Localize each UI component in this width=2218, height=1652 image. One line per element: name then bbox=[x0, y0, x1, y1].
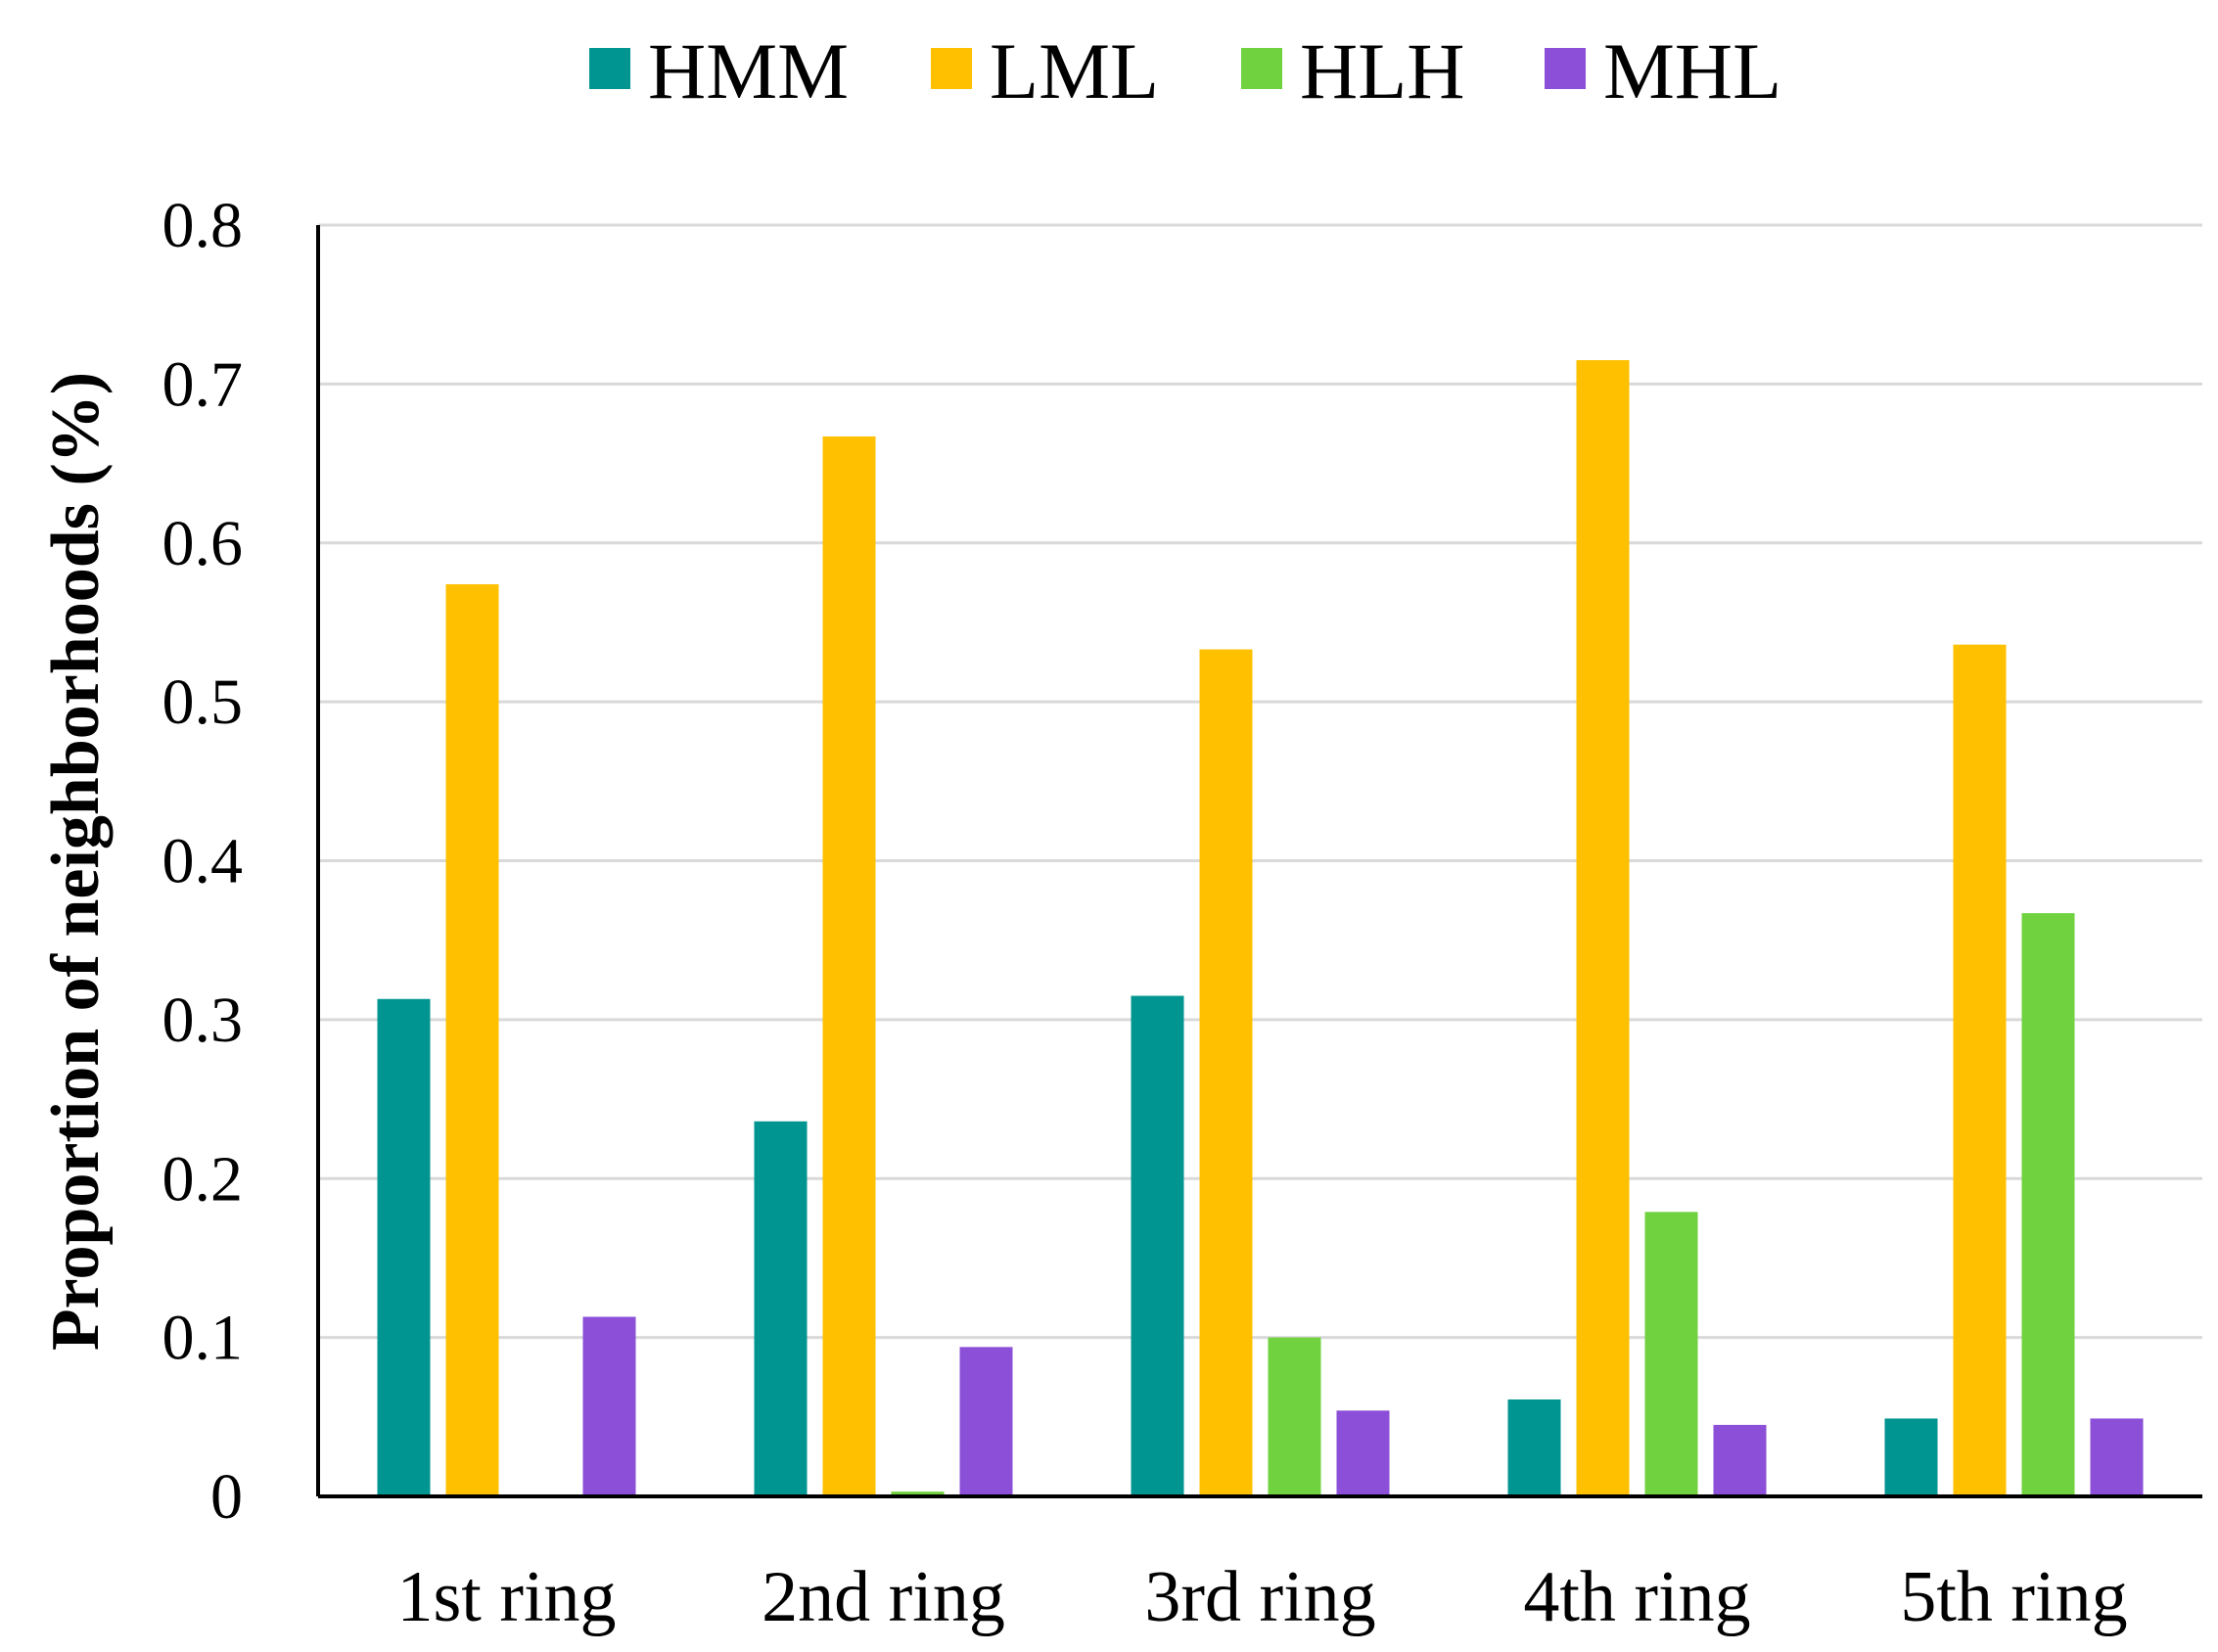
legend-label-mhl: MHL bbox=[1603, 26, 1781, 115]
bar-mhl-2 bbox=[959, 1347, 1013, 1496]
bar-lml-5 bbox=[1953, 644, 2007, 1496]
y-tick-label-0: 0 bbox=[210, 1461, 243, 1533]
bar-hlh-4 bbox=[1644, 1212, 1698, 1496]
legend-swatch-lml bbox=[931, 48, 972, 89]
bar-hlh-3 bbox=[1268, 1337, 1321, 1496]
bar-lml-2 bbox=[822, 436, 876, 1496]
bar-mhl-1 bbox=[582, 1316, 636, 1496]
legend-swatch-mhl bbox=[1545, 48, 1586, 89]
axes bbox=[316, 225, 2202, 1498]
bars bbox=[377, 360, 2144, 1496]
bar-hlh-2 bbox=[891, 1491, 945, 1496]
x-category-label-5: 5th ring bbox=[1900, 1557, 2127, 1637]
x-category-label-4: 4th ring bbox=[1523, 1557, 1750, 1637]
bar-hlh-5 bbox=[2021, 913, 2075, 1496]
bar-hmm-1 bbox=[377, 998, 431, 1496]
legend: HMM LML HLH MHL bbox=[589, 26, 1781, 115]
bar-hmm-2 bbox=[754, 1121, 808, 1496]
bar-lml-3 bbox=[1199, 649, 1253, 1496]
bar-lml-1 bbox=[445, 583, 499, 1496]
legend-label-hmm: HMM bbox=[648, 26, 849, 115]
legend-swatch-hmm bbox=[589, 48, 630, 89]
x-category-labels: 1st ring 2nd ring 3rd ring 4th ring 5th ring bbox=[396, 1557, 2127, 1637]
y-tick-label-2: 0.2 bbox=[162, 1143, 244, 1215]
legend-swatch-hlh bbox=[1241, 48, 1282, 89]
y-tick-label-6: 0.6 bbox=[162, 508, 244, 579]
y-axis-label: Proportion of neighborhoods (%) bbox=[38, 372, 114, 1351]
x-category-label-2: 2nd ring bbox=[762, 1557, 1005, 1637]
bar-mhl-5 bbox=[2090, 1418, 2144, 1496]
bar-hmm-5 bbox=[1884, 1418, 1938, 1496]
legend-label-hlh: HLH bbox=[1300, 26, 1465, 115]
bar-mhl-3 bbox=[1336, 1410, 1390, 1496]
bar-hmm-4 bbox=[1507, 1399, 1561, 1496]
y-tick-labels: 0 0.1 0.2 0.3 0.4 0.5 0.6 0.7 0.8 bbox=[162, 190, 244, 1533]
x-category-label-1: 1st ring bbox=[396, 1557, 616, 1637]
x-category-label-3: 3rd ring bbox=[1144, 1557, 1375, 1637]
legend-label-lml: LML bbox=[990, 26, 1159, 115]
bar-hmm-3 bbox=[1131, 995, 1184, 1496]
bar-lml-4 bbox=[1576, 360, 1630, 1496]
y-tick-label-5: 0.5 bbox=[162, 666, 244, 738]
y-tick-label-7: 0.7 bbox=[162, 348, 244, 420]
bar-mhl-4 bbox=[1713, 1424, 1767, 1496]
y-tick-label-1: 0.1 bbox=[162, 1303, 244, 1374]
gridlines bbox=[318, 223, 2202, 1340]
y-tick-label-8: 0.8 bbox=[162, 190, 244, 261]
y-tick-label-4: 0.4 bbox=[162, 826, 244, 897]
y-tick-label-3: 0.3 bbox=[162, 985, 244, 1056]
